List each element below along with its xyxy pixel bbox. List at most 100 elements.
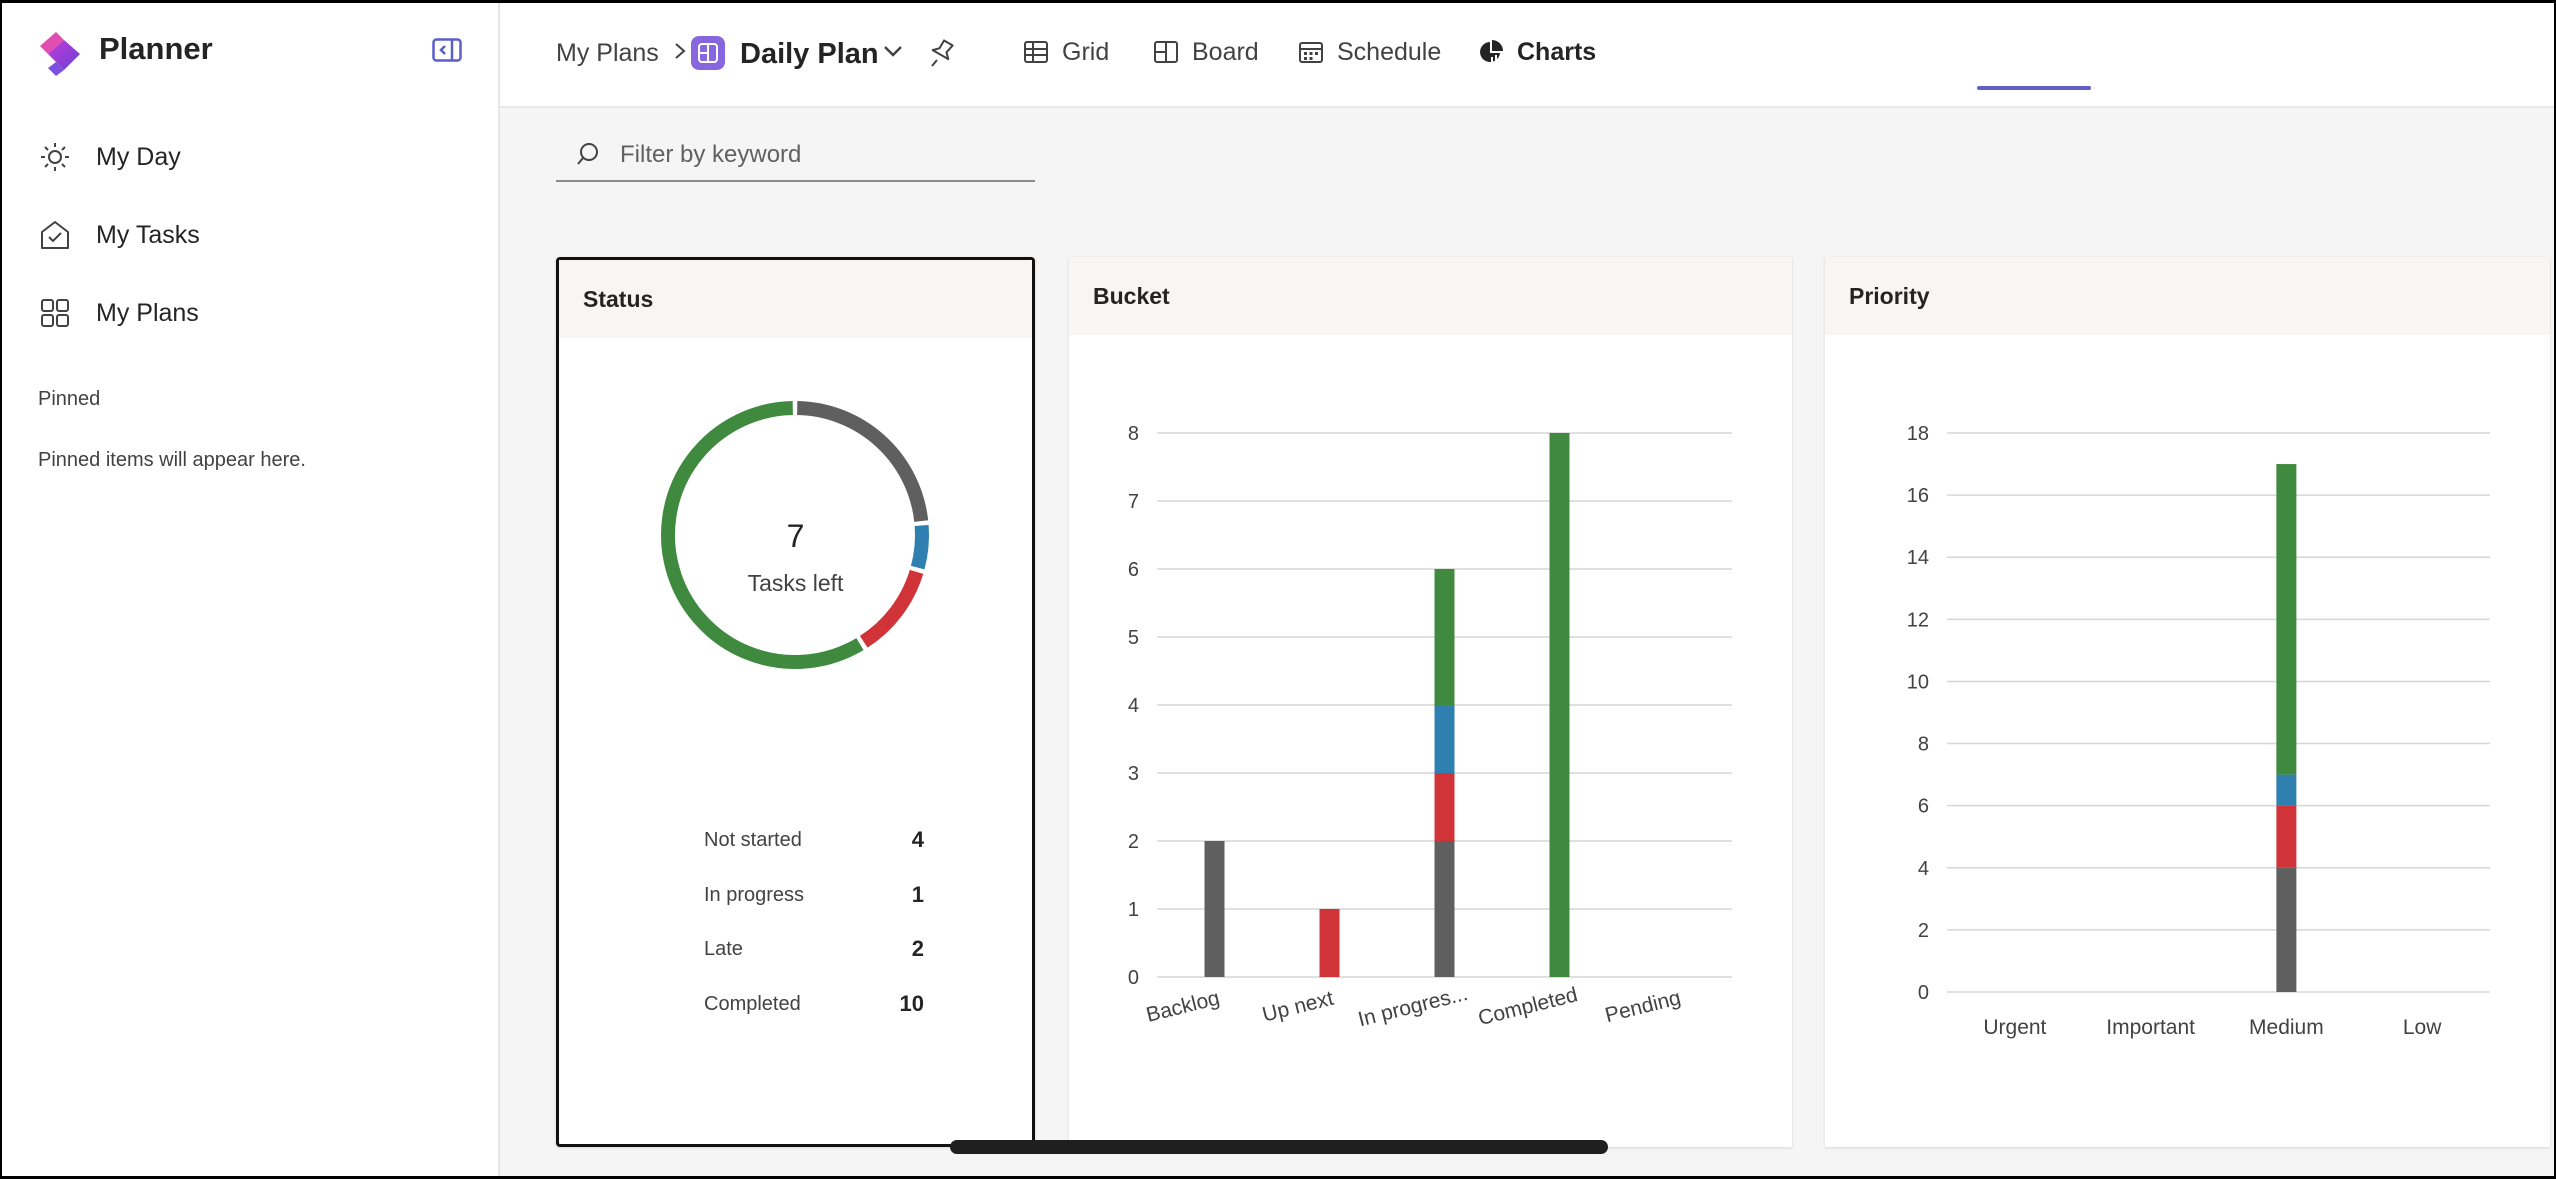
- sidebar-item-label: My Day: [96, 142, 181, 171]
- bar-segment[interactable]: [2276, 464, 2297, 775]
- bar-segment[interactable]: [1434, 841, 1455, 977]
- sidebar-item-label: My Plans: [96, 298, 199, 327]
- donut-slice[interactable]: [661, 401, 864, 669]
- tab-label: Grid: [1062, 37, 1110, 66]
- sidebar-item-label: My Tasks: [96, 220, 200, 249]
- bar-segment[interactable]: [1434, 705, 1455, 773]
- breadcrumb-my-plans[interactable]: My Plans: [556, 39, 659, 67]
- y-tick-label: 12: [1907, 609, 1929, 631]
- legend-value: 10: [899, 991, 924, 1016]
- bar-segment[interactable]: [1319, 909, 1340, 977]
- y-tick-label: 16: [1907, 485, 1929, 507]
- search-icon: [577, 143, 598, 165]
- sidebar-item-my-tasks[interactable]: My Tasks: [38, 210, 200, 260]
- legend-row-not-started: Not started 4: [704, 825, 924, 855]
- bar-segment[interactable]: [1434, 773, 1455, 841]
- horizontal-scrollbar[interactable]: [950, 1140, 1608, 1154]
- bar-segment[interactable]: [1434, 569, 1455, 705]
- y-tick-label: 8: [1128, 423, 1139, 445]
- y-tick-label: 2: [1128, 831, 1139, 853]
- x-tick-label: Pending: [1603, 986, 1683, 1027]
- priority-bar-chart: 0 2 4 6 8 10 12 14 16 18 Urgent Important Medium Low: [1907, 423, 2490, 1039]
- y-tick-label: 1: [1128, 899, 1139, 921]
- priority-card-title: Priority: [1825, 257, 2550, 335]
- app-title: Planner: [99, 31, 213, 66]
- bar-segment[interactable]: [1549, 433, 1570, 977]
- legend-value: 1: [911, 882, 924, 907]
- plan-name[interactable]: Daily Plan: [740, 38, 879, 70]
- tab-label: Schedule: [1337, 37, 1442, 66]
- y-tick-label: 5: [1128, 627, 1139, 649]
- calendar-icon: [1299, 42, 1323, 63]
- sidebar: Planner My Day My Tasks My Plans Pinned …: [0, 0, 500, 1179]
- plan-icon: [691, 36, 725, 70]
- y-tick-label: 6: [1918, 796, 1929, 818]
- y-tick-label: 7: [1128, 491, 1139, 513]
- sidebar-item-my-day[interactable]: My Day: [38, 132, 181, 182]
- sidebar-item-my-plans[interactable]: My Plans: [38, 288, 199, 338]
- bar-segment[interactable]: [2276, 774, 2297, 806]
- breadcrumb[interactable]: My Plans: [556, 39, 687, 68]
- planner-logo-icon: [40, 32, 80, 76]
- donut-slice[interactable]: [859, 569, 924, 648]
- y-tick-label: 3: [1128, 763, 1139, 785]
- status-donut-chart: [661, 401, 929, 669]
- y-tick-label: 4: [1128, 695, 1139, 717]
- collapse-sidebar-icon[interactable]: [432, 38, 462, 62]
- y-tick-label: 10: [1907, 671, 1929, 693]
- tab-charts[interactable]: Charts: [1477, 32, 1596, 72]
- tab-grid[interactable]: Grid: [1022, 32, 1109, 72]
- y-tick-label: 6: [1128, 559, 1139, 581]
- bar-segment[interactable]: [2276, 805, 2297, 868]
- y-tick-label: 4: [1918, 858, 1929, 880]
- x-tick-label: Urgent: [1983, 1016, 2046, 1039]
- x-tick-label: Backlog: [1144, 986, 1222, 1026]
- bucket-card-title: Bucket: [1069, 257, 1792, 335]
- legend-value: 4: [911, 827, 924, 852]
- pie-chart-icon: [1480, 40, 1503, 63]
- active-tab-indicator: [1977, 86, 2091, 90]
- legend-label: In progress: [704, 883, 805, 906]
- x-tick-label: Up next: [1260, 987, 1336, 1027]
- y-tick-label: 0: [1128, 967, 1139, 989]
- filter-input[interactable]: [618, 140, 1022, 170]
- chevron-down-icon[interactable]: [883, 44, 903, 58]
- bar-segment[interactable]: [1204, 841, 1225, 977]
- y-tick-label: 0: [1918, 982, 1929, 1004]
- grid-table-icon: [1024, 41, 1048, 63]
- legend-row-in-progress: In progress 1: [704, 880, 924, 910]
- donut-slice[interactable]: [797, 401, 929, 522]
- legend-label: Not started: [704, 828, 802, 851]
- tasks-left-label: Tasks left: [747, 570, 844, 596]
- task-check-icon: [38, 218, 72, 252]
- top-bar: My Plans Daily Plan Grid Board Schedule …: [500, 0, 2556, 108]
- legend-row-late: Late 2: [704, 934, 924, 964]
- bar-segment[interactable]: [2276, 867, 2297, 992]
- filter-box[interactable]: [556, 130, 1035, 182]
- tab-label: Board: [1192, 37, 1259, 66]
- legend-label: Completed: [704, 992, 801, 1015]
- legend-row-completed: Completed 10: [704, 989, 924, 1019]
- status-card[interactable]: Status 7 Tasks left Not started 4 In pro…: [556, 257, 1035, 1147]
- donut-slice[interactable]: [910, 524, 929, 570]
- priority-card[interactable]: Priority 0 2 4 6 8 10 12 14 16 18 Urgent Important M…: [1825, 257, 2550, 1147]
- grid-icon: [38, 296, 72, 330]
- board-icon: [1154, 41, 1178, 63]
- legend-value: 2: [911, 936, 924, 961]
- pinned-empty-message: Pinned items will appear here.: [38, 449, 306, 471]
- bucket-card[interactable]: Bucket 0 1 2 3 4 5 6 7 8 Backlog Up next In progres…: [1069, 257, 1792, 1147]
- status-card-title: Status: [559, 260, 1032, 338]
- tab-board[interactable]: Board: [1152, 32, 1259, 72]
- x-tick-label: Low: [2403, 1016, 2442, 1039]
- legend-label: Late: [704, 937, 743, 960]
- pinned-heading: Pinned: [38, 388, 101, 410]
- y-tick-label: 14: [1907, 547, 1929, 569]
- chevron-right-icon: [673, 39, 687, 68]
- y-tick-label: 2: [1918, 920, 1929, 942]
- sun-icon: [38, 140, 72, 174]
- y-tick-label: 18: [1907, 423, 1929, 445]
- x-tick-label: Completed: [1476, 983, 1580, 1030]
- y-tick-label: 8: [1918, 734, 1929, 756]
- pin-icon[interactable]: [928, 38, 956, 68]
- tab-schedule[interactable]: Schedule: [1297, 32, 1441, 72]
